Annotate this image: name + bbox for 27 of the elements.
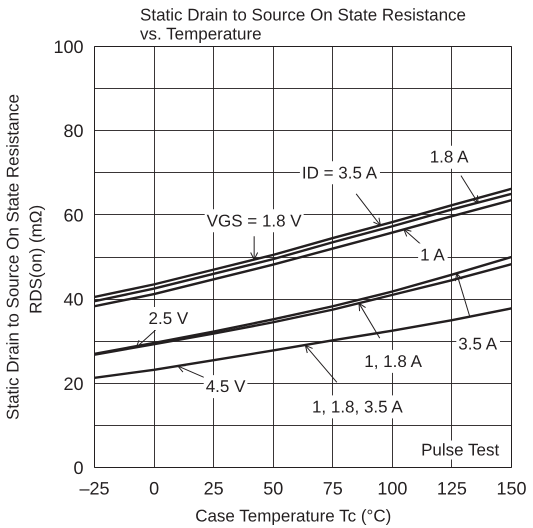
annotation: 1, 1.8 A	[364, 352, 423, 371]
annotation: 1, 1.8, 3.5 A	[312, 397, 404, 416]
x-tick-label: 75	[322, 478, 343, 498]
annotation: ID = 3.5 A	[302, 163, 378, 182]
x-tick-label: 125	[436, 478, 467, 498]
y-tick-label: 60	[63, 205, 84, 226]
x-tick-label: 25	[204, 478, 224, 498]
y-tick-label: 100	[53, 37, 84, 57]
x-tick-label: 150	[496, 478, 527, 498]
chart-title: Static Drain to Source On State Resistance vs. Temperature	[140, 6, 466, 44]
y-tick-label: 40	[63, 290, 84, 310]
annotation: VGS = 1.8 V	[206, 211, 302, 230]
y-tick-label: 20	[63, 374, 84, 394]
x-tick-label: 0	[149, 478, 160, 498]
annotation: 4.5 V	[206, 377, 246, 396]
y-tick-label: 0	[73, 458, 84, 478]
annotation: Pulse Test	[421, 440, 500, 460]
annotation: 3.5 A	[458, 334, 498, 354]
annotation: 1 A	[420, 245, 446, 264]
x-tick-label: 50	[263, 478, 284, 498]
y-tick-label: 80	[63, 121, 84, 142]
y-axis-title: Static Drain to Source On State Resistance RDS(on) (mΩ)	[4, 94, 46, 420]
x-tick-label: –25	[79, 478, 110, 498]
x-axis-title: Case Temperature Tc (°C)	[195, 506, 392, 526]
annotation: 2.5 V	[148, 308, 189, 328]
annotation: 1.8 A	[430, 148, 470, 167]
x-tick-label: 100	[377, 478, 408, 498]
